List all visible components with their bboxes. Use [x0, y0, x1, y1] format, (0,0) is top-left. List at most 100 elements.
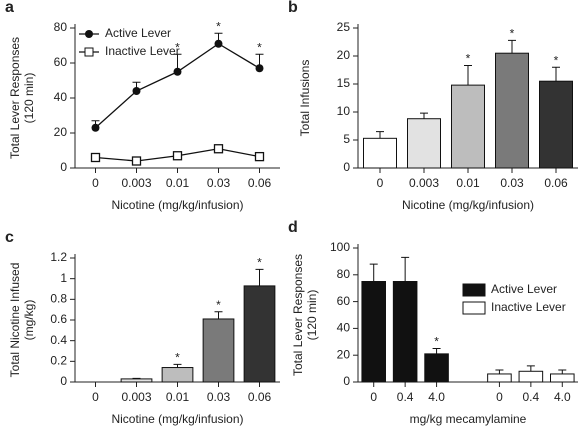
- y-tick-label: 60: [337, 294, 351, 308]
- y-tick-label: 80: [337, 267, 351, 281]
- x-tick-label: 0: [377, 176, 384, 190]
- point: [214, 39, 223, 48]
- y-tick-label: 15: [337, 76, 351, 90]
- error-bar: [526, 365, 535, 372]
- x-tick-label: 0.4: [397, 390, 414, 404]
- point: [131, 156, 142, 166]
- bar: [361, 281, 386, 383]
- error-bar: [552, 66, 560, 82]
- x-tick-label: 0.003: [121, 390, 151, 404]
- error-bar: [508, 39, 516, 54]
- significance: *: [216, 298, 221, 312]
- error-bar: [495, 369, 504, 374]
- x-tick-label: 0.03: [207, 390, 231, 404]
- y-tick-label: 20: [54, 125, 68, 139]
- y-axis-label: (120 min): [305, 290, 319, 341]
- y-axis-label: Total Infusions: [298, 60, 312, 137]
- point: [132, 87, 141, 95]
- x-axis-label: Nicotine (mg/kg/infusion): [111, 198, 243, 212]
- y-axis-label: Total Lever Responses: [291, 254, 305, 376]
- y-axis-label: Total Nicotine Infused: [8, 263, 22, 378]
- x-tick-label: 0.4: [523, 390, 540, 404]
- point: [173, 67, 182, 76]
- y-tick-label: 0: [343, 374, 350, 388]
- y-tick-label: 1.2: [50, 250, 67, 264]
- significance: *: [175, 351, 180, 365]
- y-axis-label: Total Lever Responses: [8, 37, 22, 159]
- error-bar: [401, 256, 410, 282]
- legend-swatch: [462, 301, 486, 315]
- error-bar: [420, 112, 428, 119]
- bar: [363, 137, 397, 169]
- y-tick-label: 40: [337, 321, 351, 335]
- y-tick-label: 0: [60, 374, 67, 388]
- x-tick-label: 0.01: [166, 176, 190, 190]
- error-bar: [432, 348, 441, 354]
- x-tick-label: 0: [92, 176, 99, 190]
- legend-label: Active Lever: [105, 26, 171, 40]
- error-bar: [173, 363, 182, 368]
- y-axis-label: (120 min): [22, 73, 36, 124]
- significance: *: [554, 53, 559, 67]
- x-tick-label: 0.06: [248, 390, 272, 404]
- y-tick-label: 0.6: [50, 312, 67, 326]
- legend-label: Inactive Lever: [105, 44, 180, 58]
- significance: *: [257, 40, 262, 54]
- legend-swatch: [462, 283, 486, 297]
- y-tick-label: 0.2: [50, 354, 67, 368]
- error-bar: [255, 268, 264, 286]
- error-bar: [214, 311, 223, 319]
- significance: *: [466, 52, 471, 66]
- point: [172, 151, 183, 161]
- point: [254, 151, 265, 162]
- legend-label: Active Lever: [491, 282, 557, 296]
- x-tick-label: 0.01: [166, 390, 190, 404]
- y-tick-label: 20: [337, 48, 351, 62]
- y-tick-label: 25: [337, 20, 351, 34]
- bar: [424, 353, 449, 383]
- y-tick-label: 20: [337, 347, 351, 361]
- x-tick-label: 0.003: [121, 176, 151, 190]
- x-tick-label: 0.03: [500, 176, 524, 190]
- x-axis-label: mg/kg mecamylamine: [410, 412, 527, 426]
- x-tick-label: 4.0: [428, 390, 445, 404]
- significance: *: [175, 40, 180, 54]
- panel-label: a: [5, 0, 14, 16]
- y-tick-label: 80: [54, 20, 68, 34]
- y-tick-label: 0.4: [50, 333, 67, 347]
- error-bar: [558, 369, 567, 374]
- x-tick-label: 0: [496, 390, 503, 404]
- panel-label: d: [288, 219, 298, 236]
- bar: [243, 285, 276, 383]
- x-tick-label: 0.06: [248, 176, 272, 190]
- panel-label: b: [288, 0, 298, 16]
- y-tick-label: 0.8: [50, 292, 67, 306]
- bar: [550, 373, 575, 383]
- bar: [202, 318, 235, 383]
- point: [90, 152, 101, 163]
- bar: [487, 373, 512, 383]
- y-tick-label: 100: [330, 240, 350, 254]
- x-tick-label: 0.003: [409, 176, 439, 190]
- y-tick-label: 1: [60, 271, 67, 285]
- y-tick-label: 0: [60, 160, 67, 174]
- point: [255, 64, 264, 73]
- x-axis-label: Nicotine (mg/kg/infusion): [111, 412, 243, 426]
- x-tick-label: 4.0: [554, 390, 571, 404]
- bar: [495, 52, 529, 169]
- error-bar: [369, 263, 378, 282]
- point: [91, 123, 100, 132]
- legend-label: Inactive Lever: [491, 300, 566, 314]
- panel-label: c: [5, 229, 14, 246]
- significance: *: [510, 26, 515, 40]
- bar: [161, 367, 194, 383]
- x-tick-label: 0.06: [544, 176, 568, 190]
- point: [213, 144, 224, 154]
- significance: *: [216, 19, 221, 33]
- bar: [451, 84, 485, 169]
- x-tick-label: 0: [92, 390, 99, 404]
- bar: [539, 80, 573, 169]
- x-axis-label: Nicotine (mg/kg/infusion): [402, 198, 534, 212]
- y-tick-label: 40: [54, 90, 68, 104]
